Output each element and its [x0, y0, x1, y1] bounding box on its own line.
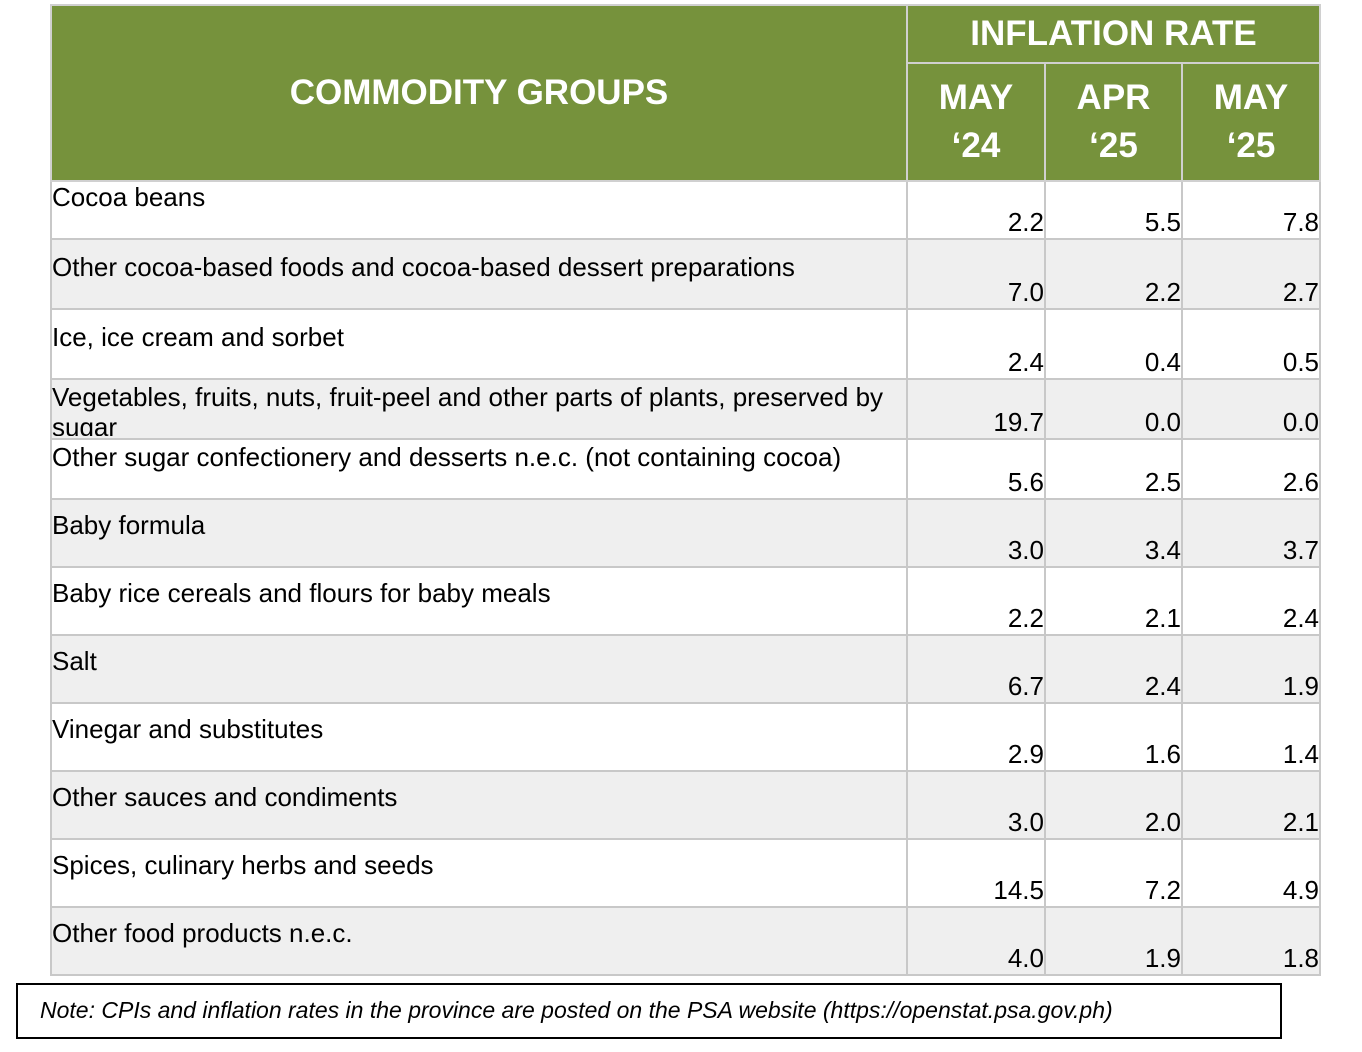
commodity-label: Vegetables, fruits, nuts, fruit-peel and…: [50, 378, 908, 440]
commodity-label: Vinegar and substitutes: [50, 702, 908, 772]
rate-may-24: 14.5: [906, 838, 1046, 908]
table-row: Spices, culinary herbs and seeds 14.5 7.…: [50, 838, 1322, 908]
rate-apr-25: 2.2: [1044, 238, 1183, 310]
table-row: Other sauces and condiments 3.0 2.0 2.1: [50, 770, 1322, 840]
rate-may-24: 19.7: [906, 378, 1046, 440]
note-text: Note: CPIs and inflation rates in the pr…: [40, 997, 1113, 1023]
table-row: Ice, ice cream and sorbet 2.4 0.4 0.5: [50, 308, 1322, 380]
rate-may-25: 1.4: [1180, 702, 1322, 772]
rate-apr-25: 2.1: [1044, 566, 1183, 636]
table-row: Cocoa beans 2.2 5.5 7.8: [50, 180, 1322, 240]
period-year: ‘25: [1226, 126, 1276, 165]
commodity-label: Baby rice cereals and flours for baby me…: [50, 566, 908, 636]
period-month: MAY: [1213, 78, 1289, 117]
rate-apr-25: 2.0: [1044, 770, 1183, 840]
rate-may-25: 2.7: [1180, 238, 1322, 310]
period-month: MAY: [938, 78, 1014, 117]
rate-may-25: 3.7: [1180, 498, 1322, 568]
period-header-may-25: MAY ‘25: [1180, 62, 1322, 182]
commodity-label: Other cocoa-based foods and cocoa-based …: [50, 238, 908, 310]
rate-apr-25: 3.4: [1044, 498, 1183, 568]
table-row: Vinegar and substitutes 2.9 1.6 1.4: [50, 702, 1322, 772]
rate-apr-25: 0.0: [1044, 378, 1183, 440]
commodity-label-text: Other sugar confectionery and desserts n…: [52, 442, 842, 472]
commodity-groups-header: COMMODITY GROUPS: [50, 4, 908, 182]
rate-may-25: 0.0: [1180, 378, 1322, 440]
rate-apr-25: 2.4: [1044, 634, 1183, 704]
table-row: Baby rice cereals and flours for baby me…: [50, 566, 1322, 636]
commodity-label: Spices, culinary herbs and seeds: [50, 838, 908, 908]
commodity-label: Baby formula: [50, 498, 908, 568]
note-box: Note: CPIs and inflation rates in the pr…: [16, 983, 1282, 1039]
rate-may-24: 5.6: [906, 438, 1046, 500]
inflation-table: COMMODITY GROUPS INFLATION RATE MAY ‘24 …: [50, 4, 1322, 976]
rate-may-24: 2.2: [906, 566, 1046, 636]
rate-apr-25: 0.4: [1044, 308, 1183, 380]
rate-may-25: 1.8: [1180, 906, 1322, 976]
commodity-label: Salt: [50, 634, 908, 704]
rate-may-25: 2.1: [1180, 770, 1322, 840]
rate-apr-25: 1.9: [1044, 906, 1183, 976]
rate-may-25: 7.8: [1180, 180, 1322, 240]
inflation-rate-header: INFLATION RATE: [905, 4, 1322, 64]
period-header-apr-25: APR ‘25: [1044, 62, 1183, 182]
rate-may-24: 2.4: [906, 308, 1046, 380]
rate-may-24: 2.2: [906, 180, 1046, 240]
header-row-top: COMMODITY GROUPS INFLATION RATE: [50, 4, 1322, 182]
table-row: Other cocoa-based foods and cocoa-based …: [50, 238, 1322, 310]
rate-may-25: 2.4: [1180, 566, 1322, 636]
rate-apr-25: 1.6: [1044, 702, 1183, 772]
rate-may-24: 4.0: [906, 906, 1046, 976]
rate-may-25: 1.9: [1180, 634, 1322, 704]
rate-apr-25: 5.5: [1044, 180, 1183, 240]
table-row: Other food products n.e.c. 4.0 1.9 1.8: [50, 906, 1322, 976]
period-year: ‘24: [951, 126, 1001, 165]
rate-may-24: 6.7: [906, 634, 1046, 704]
rate-may-24: 3.0: [906, 770, 1046, 840]
rate-may-24: 3.0: [906, 498, 1046, 568]
table-row: Salt 6.7 2.4 1.9: [50, 634, 1322, 704]
rate-apr-25: 7.2: [1044, 838, 1183, 908]
commodity-label: Other food products n.e.c.: [50, 906, 908, 976]
commodity-label: Cocoa beans: [50, 180, 908, 240]
rate-may-25: 0.5: [1180, 308, 1322, 380]
table-row: Vegetables, fruits, nuts, fruit-peel and…: [50, 378, 1322, 440]
commodity-label-text: Vegetables, fruits, nuts, fruit-peel and…: [52, 382, 884, 436]
rate-may-24: 2.9: [906, 702, 1046, 772]
rate-may-24: 7.0: [906, 238, 1046, 310]
rate-apr-25: 2.5: [1044, 438, 1183, 500]
table-row: Baby formula 3.0 3.4 3.7: [50, 498, 1322, 568]
commodity-label: Other sugar confectionery and desserts n…: [50, 438, 908, 500]
period-year: ‘25: [1089, 126, 1138, 165]
rate-may-25: 4.9: [1180, 838, 1322, 908]
header-row-periods: MAY ‘24 APR ‘25 MAY ‘25: [51, 62, 1322, 182]
commodity-label: Ice, ice cream and sorbet: [50, 308, 908, 380]
rate-may-25: 2.6: [1180, 438, 1322, 500]
period-month: APR: [1076, 78, 1151, 117]
table-row: Other sugar confectionery and desserts n…: [50, 438, 1322, 500]
commodity-label: Other sauces and condiments: [50, 770, 908, 840]
period-header-may-24: MAY ‘24: [906, 62, 1046, 182]
